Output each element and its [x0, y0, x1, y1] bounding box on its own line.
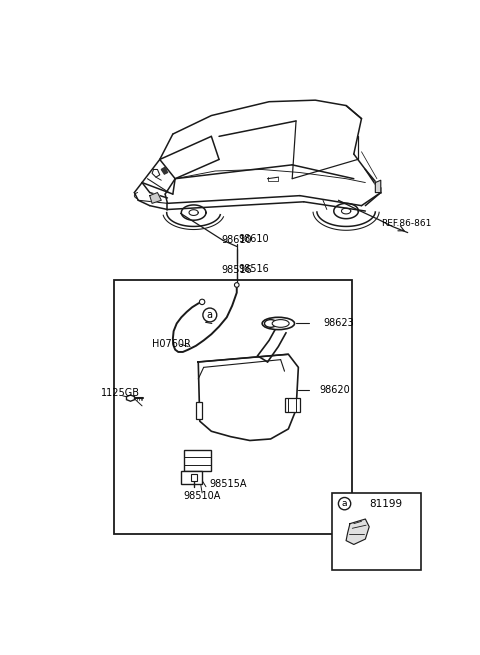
Circle shape — [199, 299, 205, 305]
Text: 98610: 98610 — [238, 234, 269, 244]
Text: 98620: 98620 — [319, 385, 350, 396]
Bar — [196, 402, 202, 419]
Bar — [332, 493, 421, 570]
Bar — [285, 398, 300, 412]
Bar — [191, 474, 197, 481]
Text: 98623: 98623 — [323, 318, 354, 328]
Polygon shape — [150, 193, 161, 203]
Ellipse shape — [272, 320, 289, 328]
Text: 98515A: 98515A — [210, 479, 247, 489]
Text: H0760R: H0760R — [152, 339, 191, 349]
Text: 98516: 98516 — [238, 264, 269, 274]
Bar — [184, 450, 211, 472]
Ellipse shape — [264, 320, 277, 328]
Text: 1125GB: 1125GB — [101, 388, 140, 398]
Bar — [114, 280, 352, 534]
Polygon shape — [161, 167, 168, 174]
Text: 98516: 98516 — [221, 265, 252, 274]
Polygon shape — [127, 395, 134, 402]
Circle shape — [234, 283, 239, 288]
Text: REF.86-861: REF.86-861 — [382, 219, 432, 228]
Polygon shape — [375, 180, 381, 193]
Text: 81199: 81199 — [369, 498, 402, 509]
Text: a: a — [207, 310, 213, 320]
Circle shape — [338, 498, 351, 510]
Circle shape — [203, 308, 217, 322]
Bar — [180, 472, 202, 483]
Polygon shape — [258, 327, 286, 362]
Polygon shape — [346, 519, 369, 544]
Text: a: a — [342, 499, 348, 508]
Text: 98610: 98610 — [221, 235, 252, 246]
Text: 98510A: 98510A — [183, 491, 221, 501]
Polygon shape — [198, 354, 299, 441]
Ellipse shape — [262, 317, 295, 329]
